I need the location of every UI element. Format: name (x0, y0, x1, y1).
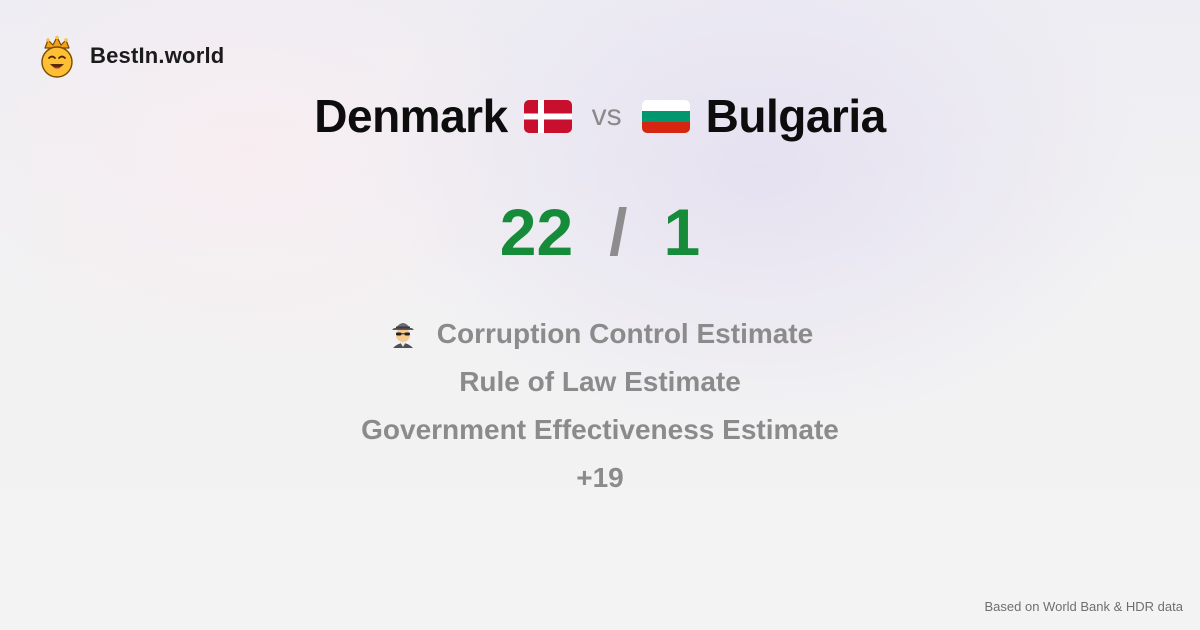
metric-label: Corruption Control Estimate (436, 318, 814, 349)
denmark-flag-icon (523, 99, 572, 133)
bulgaria-flag-icon (641, 99, 690, 133)
metric-label: Rule of Law Estimate (459, 366, 741, 397)
left-country-name: Denmark (314, 90, 508, 142)
score-separator: / (609, 195, 628, 269)
left-score: 22 (499, 195, 574, 269)
metric-item: Rule of Law Estimate (0, 358, 1200, 406)
detective-icon (391, 323, 414, 348)
brand-name: BestIn.world (90, 43, 225, 68)
metric-list: Corruption Control Estimate Rule of Law … (0, 310, 1200, 502)
metric-item: Corruption Control Estimate (0, 310, 1200, 358)
metric-label: Government Effectiveness Estimate (361, 414, 839, 445)
more-metrics-count: +19 (0, 454, 1200, 502)
right-score: 1 (663, 195, 701, 269)
right-country-name: Bulgaria (705, 90, 887, 142)
vs-label: vs (591, 99, 622, 132)
metric-item: Government Effectiveness Estimate (0, 406, 1200, 454)
more-count-label: +19 (576, 462, 624, 493)
brand[interactable]: BestIn.world (38, 34, 224, 78)
score: 22 / 1 (0, 192, 1200, 272)
crowned-smiley-face-icon (41, 35, 73, 78)
data-source-note: Based on World Bank & HDR data (984, 599, 1183, 614)
comparison-title: Denmark vs Bulgaria (0, 84, 1200, 148)
